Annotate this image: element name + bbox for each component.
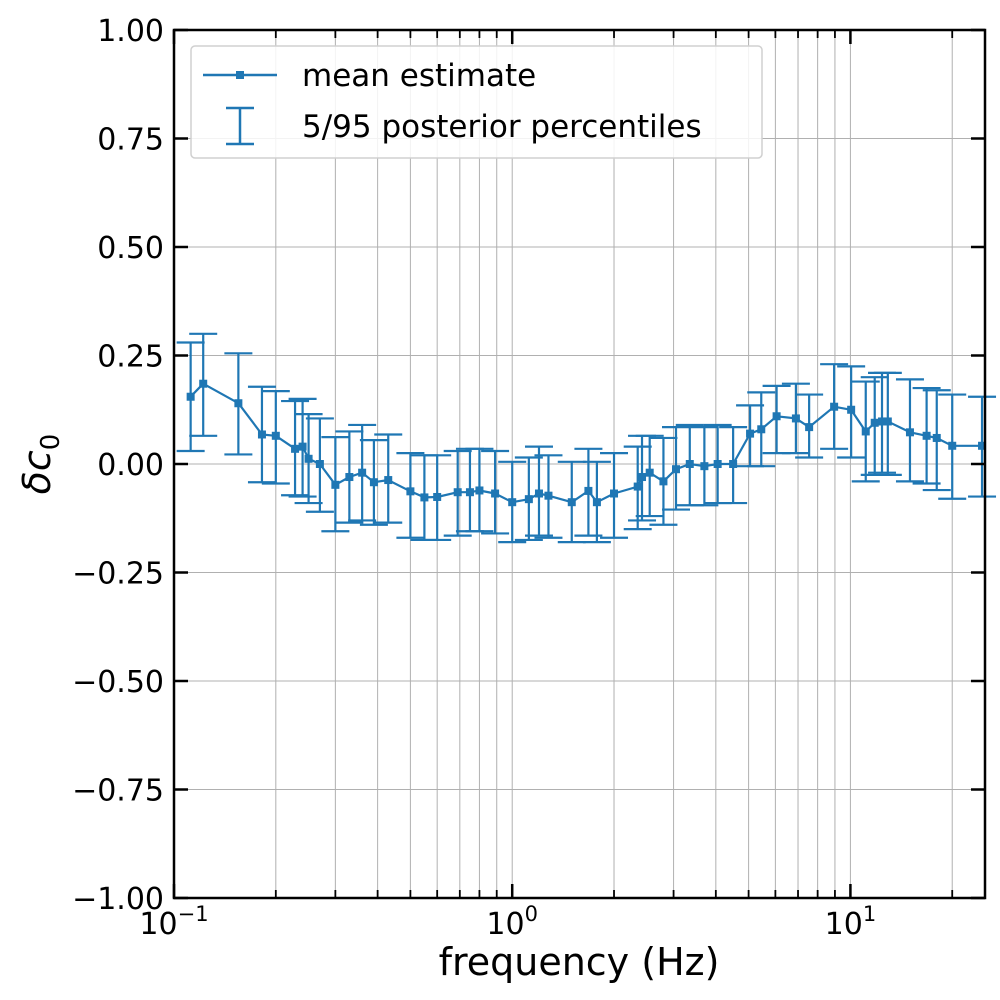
mean-marker xyxy=(331,480,340,489)
mean-marker xyxy=(257,430,266,439)
y-tick-label: 0.75 xyxy=(97,123,164,158)
mean-marker xyxy=(645,468,654,477)
y-axis-label: δc0 xyxy=(15,434,66,495)
mean-marker xyxy=(186,392,195,401)
mean-marker xyxy=(199,379,208,388)
mean-marker xyxy=(659,477,668,486)
x-axis-label: frequency (Hz) xyxy=(439,940,720,984)
mean-marker xyxy=(922,431,931,440)
mean-marker xyxy=(729,460,738,468)
mean-marker xyxy=(420,493,429,502)
x-tick-label: 10−1 xyxy=(139,902,208,942)
mean-marker xyxy=(298,442,307,451)
mean-marker xyxy=(304,454,313,463)
mean-marker xyxy=(592,498,601,507)
x-tick-label: 100 xyxy=(486,902,538,942)
legend-box xyxy=(190,45,763,159)
mean-marker xyxy=(870,418,879,427)
mean-marker xyxy=(369,478,378,487)
mean-marker xyxy=(345,473,354,482)
x-tick-label: 101 xyxy=(825,902,877,942)
mean-marker xyxy=(830,402,839,411)
mean-marker xyxy=(271,431,280,440)
legend: mean estimate 5/95 posterior percentiles xyxy=(190,45,763,159)
mean-marker xyxy=(315,460,324,468)
legend-label-percentiles: 5/95 posterior percentiles xyxy=(302,109,702,145)
mean-marker xyxy=(638,473,647,482)
mean-marker xyxy=(406,487,415,496)
mean-marker xyxy=(948,441,957,450)
x-tick-labels: 10−1 100 101 xyxy=(139,902,876,942)
mean-marker xyxy=(291,444,300,453)
mean-marker xyxy=(384,476,393,485)
mean-marker xyxy=(524,495,533,504)
mean-marker xyxy=(465,488,474,497)
mean-marker xyxy=(791,414,800,423)
mean-marker xyxy=(861,427,870,436)
mean-marker xyxy=(544,491,553,500)
y-tick-label: 0.50 xyxy=(97,231,164,266)
y-tick-label: −0.50 xyxy=(72,665,164,700)
mean-marker xyxy=(534,489,543,498)
mean-marker xyxy=(672,465,681,474)
y-tick-label: 0.00 xyxy=(97,448,164,483)
mean-marker xyxy=(358,468,367,477)
y-tick-label: 1.00 xyxy=(97,14,164,49)
y-tick-label: −0.25 xyxy=(72,557,164,592)
mean-marker xyxy=(757,425,766,434)
y-tick-label: −1.00 xyxy=(72,882,164,917)
mean-marker xyxy=(633,482,642,491)
mean-marker xyxy=(805,423,814,432)
mean-marker xyxy=(772,412,781,421)
mean-marker xyxy=(610,489,619,498)
y-tick-label: −0.75 xyxy=(72,774,164,809)
mean-marker xyxy=(567,498,576,507)
mean-marker xyxy=(685,460,694,468)
markers xyxy=(186,379,987,507)
y-tick-labels: 1.00 0.75 0.50 0.25 0.00 −0.25 −0.50 −0.75 −1.00 xyxy=(72,14,164,917)
mean-marker xyxy=(847,405,856,414)
mean-marker xyxy=(433,492,442,501)
mean-marker xyxy=(883,417,892,426)
legend-errorbar-swatch xyxy=(226,106,254,146)
mean-marker xyxy=(878,417,887,426)
mean-marker xyxy=(491,489,500,498)
mean-marker xyxy=(453,488,462,497)
mean-marker xyxy=(713,460,722,468)
mean-marker xyxy=(700,462,709,471)
mean-marker xyxy=(584,486,593,495)
mean-marker xyxy=(978,441,987,450)
ticks xyxy=(172,28,985,900)
mean-marker xyxy=(932,433,941,442)
mean-marker xyxy=(508,498,517,507)
mean-marker xyxy=(746,429,755,438)
legend-label-mean: mean estimate xyxy=(302,58,536,94)
y-tick-label: 0.25 xyxy=(97,340,164,375)
legend-marker-swatch xyxy=(236,71,244,79)
mean-marker xyxy=(905,428,914,437)
mean-marker xyxy=(475,486,484,495)
mean-marker xyxy=(234,399,243,408)
